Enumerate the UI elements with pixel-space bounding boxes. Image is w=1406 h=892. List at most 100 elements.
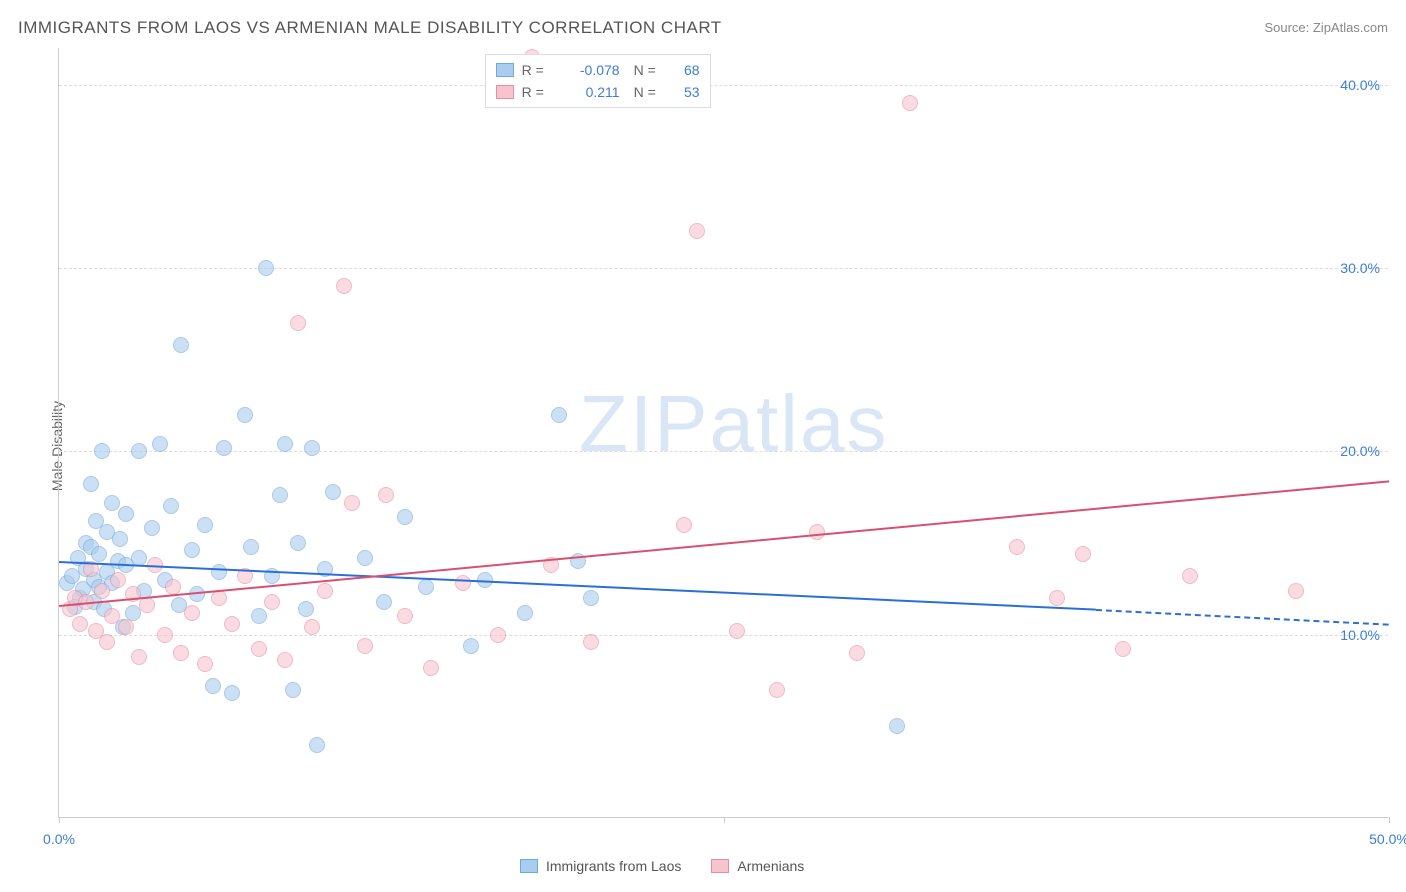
scatter-point	[237, 407, 253, 423]
scatter-point	[197, 517, 213, 533]
n-label: N =	[634, 62, 662, 78]
legend-row: R =-0.078N =68	[496, 59, 700, 81]
scatter-point	[304, 619, 320, 635]
n-label: N =	[634, 84, 662, 100]
watermark: ZIPatlas	[579, 378, 888, 470]
scatter-point	[1115, 641, 1131, 657]
scatter-point	[809, 524, 825, 540]
scatter-point	[304, 440, 320, 456]
scatter-point	[144, 520, 160, 536]
scatter-point	[157, 627, 173, 643]
watermark-zip: ZIP	[579, 379, 709, 468]
scatter-point	[94, 443, 110, 459]
scatter-point	[889, 718, 905, 734]
scatter-point	[224, 616, 240, 632]
scatter-point	[583, 590, 599, 606]
y-tick-label: 30.0%	[1340, 260, 1380, 276]
scatter-point	[91, 546, 107, 562]
scatter-point	[104, 495, 120, 511]
x-tick-label: 0.0%	[43, 831, 75, 847]
scatter-point	[264, 594, 280, 610]
scatter-point	[272, 487, 288, 503]
scatter-point	[689, 223, 705, 239]
scatter-point	[110, 572, 126, 588]
scatter-point	[131, 550, 147, 566]
scatter-point	[902, 95, 918, 111]
scatter-point	[83, 476, 99, 492]
scatter-point	[131, 649, 147, 665]
y-tick-label: 40.0%	[1340, 77, 1380, 93]
scatter-point	[112, 531, 128, 547]
scatter-point	[251, 608, 267, 624]
gridline	[59, 85, 1388, 86]
r-value: -0.078	[558, 62, 620, 78]
scatter-point	[357, 550, 373, 566]
scatter-point	[184, 605, 200, 621]
legend-item: Immigrants from Laos	[520, 858, 681, 874]
scatter-point	[118, 619, 134, 635]
n-value: 53	[670, 84, 700, 100]
scatter-point	[376, 594, 392, 610]
scatter-point	[290, 315, 306, 331]
scatter-point	[251, 641, 267, 657]
scatter-point	[325, 484, 341, 500]
legend-swatch	[496, 63, 514, 77]
scatter-point	[131, 443, 147, 459]
scatter-point	[517, 605, 533, 621]
scatter-point	[397, 509, 413, 525]
scatter-point	[551, 407, 567, 423]
r-value: 0.211	[558, 84, 620, 100]
scatter-point	[423, 660, 439, 676]
scatter-point	[1049, 590, 1065, 606]
scatter-point	[336, 278, 352, 294]
scatter-point	[72, 616, 88, 632]
y-tick-label: 10.0%	[1340, 627, 1380, 643]
legend-swatch	[711, 859, 729, 873]
scatter-point	[118, 506, 134, 522]
scatter-point	[317, 583, 333, 599]
legend-row: R =0.211N =53	[496, 81, 700, 103]
scatter-point	[1182, 568, 1198, 584]
scatter-point	[309, 737, 325, 753]
x-tick-label: 50.0%	[1369, 831, 1406, 847]
y-tick-label: 20.0%	[1340, 443, 1380, 459]
source-link[interactable]: ZipAtlas.com	[1313, 20, 1388, 35]
scatter-point	[490, 627, 506, 643]
scatter-point	[357, 638, 373, 654]
scatter-point	[258, 260, 274, 276]
scatter-point	[224, 685, 240, 701]
gridline	[59, 451, 1388, 452]
scatter-point	[99, 634, 115, 650]
legend-swatch	[520, 859, 538, 873]
scatter-point	[676, 517, 692, 533]
scatter-point	[216, 440, 232, 456]
scatter-point	[418, 579, 434, 595]
scatter-point	[173, 337, 189, 353]
scatter-point	[277, 436, 293, 452]
legend-label: Immigrants from Laos	[546, 858, 681, 874]
plot-area: ZIPatlas 10.0%20.0%30.0%40.0%0.0%50.0%R …	[58, 48, 1388, 818]
x-tick	[1389, 817, 1390, 823]
scatter-point	[1075, 546, 1091, 562]
scatter-point	[1288, 583, 1304, 599]
legend-item: Armenians	[711, 858, 804, 874]
scatter-point	[463, 638, 479, 654]
scatter-point	[243, 539, 259, 555]
chart-title: IMMIGRANTS FROM LAOS VS ARMENIAN MALE DI…	[18, 18, 722, 38]
scatter-point	[163, 498, 179, 514]
scatter-point	[104, 608, 120, 624]
scatter-point	[165, 579, 181, 595]
scatter-point	[849, 645, 865, 661]
scatter-point	[184, 542, 200, 558]
x-tick	[724, 817, 725, 823]
x-tick	[59, 817, 60, 823]
scatter-point	[173, 645, 189, 661]
scatter-point	[205, 678, 221, 694]
scatter-point	[152, 436, 168, 452]
scatter-point	[455, 575, 471, 591]
scatter-point	[197, 656, 213, 672]
scatter-point	[285, 682, 301, 698]
scatter-point	[769, 682, 785, 698]
n-value: 68	[670, 62, 700, 78]
legend-bottom: Immigrants from Laos Armenians	[520, 858, 804, 874]
